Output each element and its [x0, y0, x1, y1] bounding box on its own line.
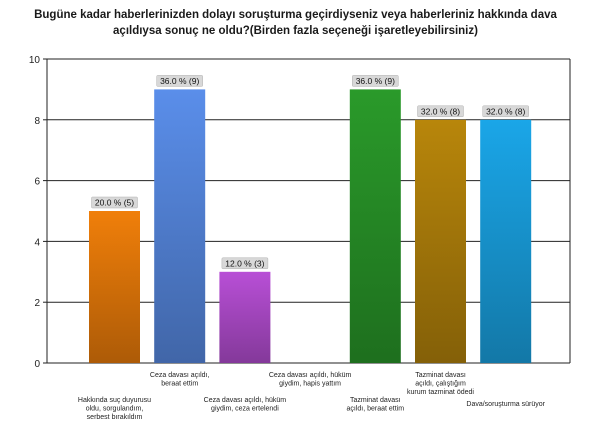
- data-label: 12.0 % (3): [225, 258, 264, 268]
- data-label: 36.0 % (9): [160, 76, 199, 86]
- chart-title-line-2: açıldıysa sonuç ne oldu?(Birden fazla se…: [113, 25, 478, 37]
- bar: [89, 211, 140, 363]
- bar: [480, 119, 532, 363]
- y-tick-label: 8: [34, 116, 40, 127]
- data-label-box: [417, 105, 464, 118]
- data-label: 36.0 % (9): [356, 76, 395, 86]
- x-category-label: Ceza davası açıldı,: [150, 372, 210, 379]
- y-tick-label: 2: [34, 298, 40, 309]
- x-category-label: açıldı, çalıştığım: [415, 381, 466, 388]
- x-category-label: Dava/soruşturma sürüyor: [466, 401, 545, 408]
- data-label: 32.0 % (8): [486, 106, 525, 116]
- data-label-box: [156, 75, 203, 87]
- x-category-label: beraat ettim: [161, 381, 198, 388]
- bar: [415, 119, 466, 363]
- x-category-label: serbest bırakıldım: [87, 414, 143, 421]
- bar: [349, 89, 401, 364]
- y-tick-label: 10: [29, 55, 41, 66]
- x-category-label: Tazminat davası: [415, 372, 466, 379]
- y-tick-label: 4: [34, 237, 40, 248]
- x-category-label: giydim, hapis yattım: [279, 381, 341, 388]
- x-category-label: giydim, ceza ertelendi: [211, 406, 279, 413]
- y-tick-label: 0: [34, 359, 40, 370]
- x-category-label: Ceza davası açıldı, hüküm: [269, 372, 352, 379]
- data-label-box: [91, 196, 138, 209]
- x-category-label: kurum tazminat ödedi: [407, 389, 474, 396]
- data-label-box: [352, 75, 399, 87]
- data-label-box: [221, 257, 269, 270]
- chart-title-line-1: Bugüne kadar haberlerinizden dolayı soru…: [34, 9, 557, 21]
- data-label-box: [482, 105, 529, 118]
- bar: [219, 271, 271, 363]
- x-category-label: Tazminat davası: [350, 397, 401, 404]
- data-label: 32.0 % (8): [421, 106, 460, 116]
- y-tick-label: 6: [34, 177, 40, 188]
- bar: [154, 89, 206, 364]
- x-category-label: Hakkında suç duyurusu: [78, 397, 151, 404]
- x-category-label: oldu, sorgulandım,: [86, 406, 144, 413]
- data-label: 20.0 % (5): [95, 198, 134, 208]
- x-category-label: Ceza davası açıldı, hüküm: [204, 397, 287, 404]
- x-category-label: açıldı, beraat ettim: [347, 406, 405, 413]
